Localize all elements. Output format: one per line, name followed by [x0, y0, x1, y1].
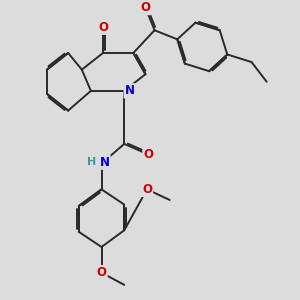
Text: N: N	[100, 156, 110, 169]
Text: O: O	[142, 183, 152, 196]
Text: N: N	[125, 84, 135, 98]
Text: O: O	[143, 148, 154, 161]
Text: H: H	[87, 157, 96, 167]
Text: O: O	[98, 21, 108, 34]
Text: O: O	[140, 1, 151, 14]
Text: O: O	[97, 266, 106, 279]
